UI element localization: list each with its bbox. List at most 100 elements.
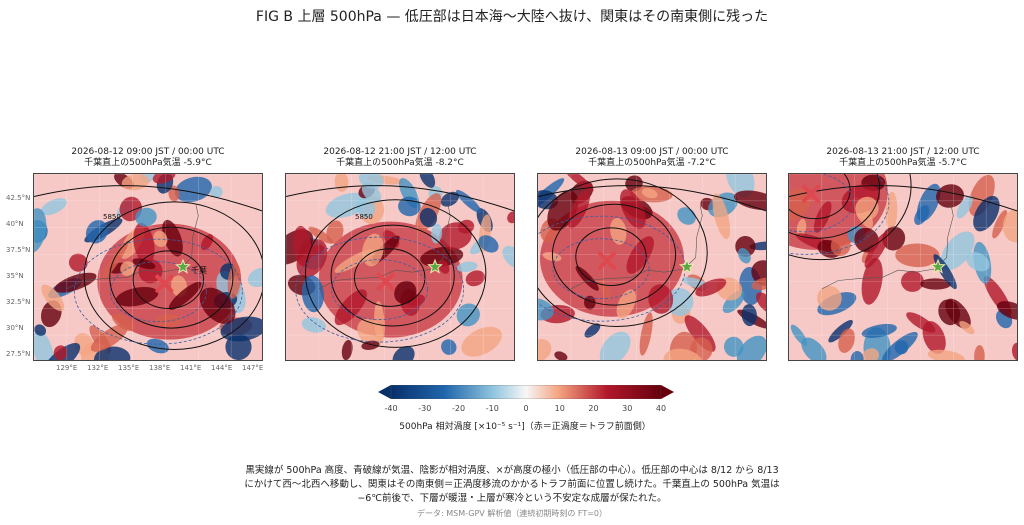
lon-tick-label: 132°E	[87, 364, 109, 372]
panel-temperature: 千葉直上の500hPa気温 -7.2°C	[588, 158, 716, 168]
vorticity-blob	[440, 191, 459, 207]
map-panel: 5850	[285, 173, 515, 361]
vorticity-blob	[790, 324, 808, 346]
vorticity-blob	[885, 191, 898, 232]
vorticity-blob	[619, 189, 646, 229]
lon-tick-label: 129°E	[56, 364, 78, 372]
vorticity-blob	[1002, 209, 1017, 243]
vorticity-blob	[749, 241, 766, 251]
vorticity-blob	[973, 195, 1000, 232]
temperature-contour	[331, 259, 429, 320]
vorticity-blob	[34, 208, 47, 254]
vorticity-blob	[538, 298, 554, 321]
vorticity-blob	[906, 312, 936, 333]
vorticity-blob	[583, 295, 596, 310]
temperature-contour	[552, 238, 650, 300]
vorticity-blob	[220, 316, 262, 342]
lat-tick-label: 35°N	[6, 272, 24, 280]
vorticity-blob	[301, 275, 324, 313]
vorticity-blob	[665, 288, 694, 316]
vorticity-blob	[308, 226, 334, 244]
vorticity-blob	[850, 351, 864, 360]
vorticity-blob	[864, 231, 890, 268]
vorticity-blob	[817, 285, 842, 311]
lat-tick-label: 37.5°N	[6, 246, 31, 254]
colorbar-ticks: -40 -30 -20 -10 0 10 20 30 40	[384, 404, 666, 416]
height-contour	[789, 174, 912, 261]
vorticity-blob	[419, 174, 436, 188]
vorticity-blob	[554, 351, 568, 360]
vorticity-blob	[341, 339, 353, 360]
vorticity-blob	[919, 278, 951, 290]
lon-tick-label: 141°E	[180, 364, 202, 372]
lon-tick-label: 135°E	[118, 364, 140, 372]
vorticity-blob	[478, 235, 499, 253]
vorticity-blob	[361, 340, 380, 350]
vorticity-blob	[626, 236, 654, 274]
temperature-contour	[789, 174, 890, 255]
low-center-marker	[801, 184, 820, 203]
panel-time: 2026-08-12 21:00 JST / 12:00 UTC	[323, 147, 477, 157]
colorbar-tick-label: 20	[588, 404, 599, 413]
vorticity-blob	[456, 261, 478, 273]
vorticity-blob	[927, 349, 965, 360]
lon-tick-label: 144°E	[211, 364, 233, 372]
coastline	[66, 205, 199, 290]
height-contour	[109, 226, 234, 329]
contour-label: 5850	[103, 213, 121, 221]
lon-tick-label: 138°E	[149, 364, 171, 372]
vorticity-blob	[1012, 342, 1017, 360]
height-contour	[132, 250, 205, 309]
vorticity-blob	[935, 184, 965, 208]
vorticity-blob	[756, 292, 766, 314]
vorticity-blob	[94, 346, 131, 360]
station-star-icon	[929, 258, 946, 274]
vorticity-blob	[751, 260, 766, 286]
vorticity-blob	[85, 220, 108, 244]
colorbar-tick-label: 40	[655, 404, 667, 413]
panel-temperature: 千葉直上の500hPa気温 -8.2°C	[336, 158, 464, 168]
lat-tick-label: 32.5°N	[6, 298, 31, 306]
vorticity-blob	[293, 225, 312, 267]
lat-tick-label: 40°N	[6, 220, 24, 228]
panel-title: 2026-08-12 09:00 JST / 00:00 UTC 千葉直上の500…	[33, 147, 263, 169]
caption-line-2: にかけて西〜北西へ移動し、関東はその南東側＝正渦度移流のかかるトラフ前面に位置し…	[244, 479, 780, 490]
colorbar-tick-label: -30	[418, 404, 432, 413]
vorticity-blob	[120, 261, 135, 276]
colorbar-min-extension	[378, 385, 391, 399]
lat-tick-label: 27.5°N	[6, 350, 31, 358]
map-panel: 5850 千葉	[33, 173, 263, 361]
colorbar-gradient	[390, 385, 662, 399]
figure-title: FIG B 上層 500hPa — 低圧部は日本海〜大陸へ抜け、関東はその南東側…	[255, 9, 769, 25]
vorticity-blob	[115, 286, 159, 307]
vorticity-blob	[736, 335, 766, 360]
height-contour	[83, 201, 262, 350]
vorticity-blob	[247, 267, 262, 288]
vorticity-blob	[996, 301, 1017, 320]
vorticity-blob	[584, 323, 601, 338]
vorticity-blob	[68, 253, 88, 272]
vorticity-blob	[938, 299, 961, 326]
vorticity-blob	[861, 348, 879, 360]
vorticity-blob	[334, 249, 375, 273]
vorticity-blob	[974, 345, 985, 360]
vorticity-blob	[325, 192, 368, 218]
colorbar-tick-label: -10	[485, 404, 499, 413]
vorticity-blob	[940, 231, 975, 271]
height-contour	[286, 185, 514, 212]
station-label: 千葉	[191, 265, 207, 275]
vorticity-blob	[34, 330, 54, 360]
station-star-icon	[426, 258, 443, 274]
positive-vorticity-core	[540, 200, 684, 317]
colorbar-tick-label: 30	[622, 404, 633, 413]
height-contour	[538, 185, 766, 212]
vorticity-blob	[895, 243, 940, 268]
height-contour	[789, 174, 880, 239]
vorticity-blob	[882, 331, 918, 360]
vorticity-blob	[361, 182, 382, 204]
vorticity-blob	[813, 201, 832, 233]
vorticity-blob	[112, 313, 135, 331]
caption-line-3: −6℃前後で、下層が暖湿・上層が寒冷という不安定な成層が保たれた。	[357, 493, 667, 504]
map-panel	[788, 173, 1018, 361]
vorticity-blob	[563, 174, 594, 192]
